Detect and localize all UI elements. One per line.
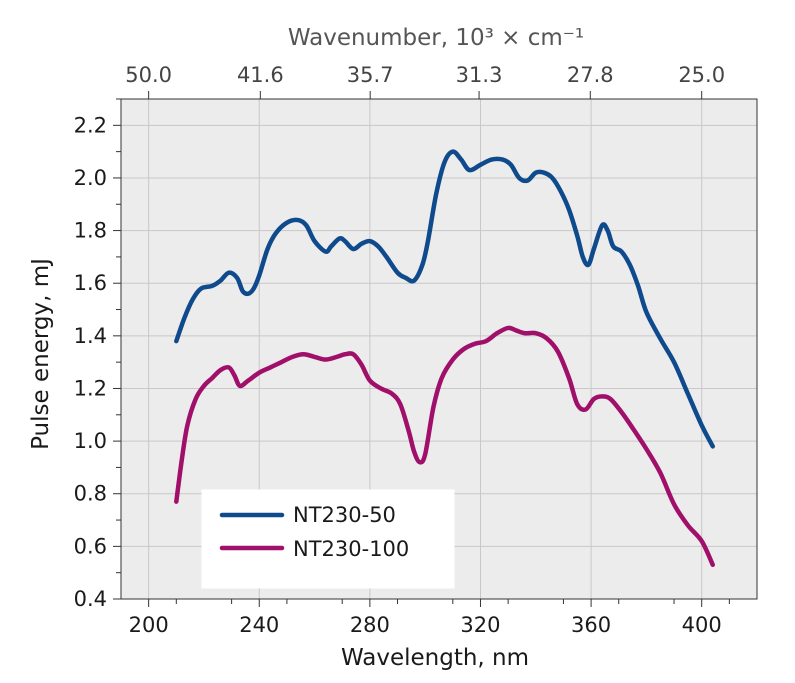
series-line-nt230-50 <box>174 149 716 449</box>
x-tick-label: 200 <box>129 613 169 637</box>
legend-label-nt230-50: NT230-50 <box>293 503 396 527</box>
x-tick-label: 400 <box>682 613 722 637</box>
plot-frame <box>120 98 758 600</box>
y-tick-label: 1.0 <box>74 429 107 453</box>
y-tick-label: 1.8 <box>74 219 107 243</box>
top-tick-label: 35.7 <box>347 63 394 87</box>
top-tick-label: 41.6 <box>237 63 284 87</box>
series-line-nt230-100 <box>174 325 716 568</box>
top-axis-label: Wavenumber, 10³ × cm⁻¹ <box>288 25 584 51</box>
series-layer <box>174 149 716 568</box>
y-tick-label: 0.4 <box>74 587 107 611</box>
y-tick-label: 1.2 <box>74 376 107 400</box>
legend: NT230-50 NT230-100 <box>201 489 455 589</box>
legend-label-nt230-100: NT230-100 <box>293 537 409 561</box>
y-tick-label: 2.2 <box>74 113 107 137</box>
x-tick-label: 320 <box>460 613 500 637</box>
top-tick-label: 50.0 <box>125 63 172 87</box>
y-tick-label: 1.4 <box>74 324 107 348</box>
y-tick-label: 0.8 <box>74 482 107 506</box>
top-tick-label: 27.8 <box>567 63 614 87</box>
y-tick-label: 0.6 <box>74 534 107 558</box>
x-tick-label: 240 <box>239 613 279 637</box>
legend-background <box>201 489 455 589</box>
y-axis-label: Pulse energy, mJ <box>28 258 54 450</box>
x-tick-label: 280 <box>350 613 390 637</box>
x-axis-label: Wavelength, nm <box>341 645 529 671</box>
top-tick-label: 25.0 <box>678 63 725 87</box>
y-tick-label: 1.6 <box>74 271 107 295</box>
y-tick-label: 2.0 <box>74 166 107 190</box>
top-tick-label: 31.3 <box>456 63 503 87</box>
axis-ticks: 200 240 280 320 360 400 0.4 0.6 0.8 1.0 1.2 1.4 1.6 1… <box>74 63 730 637</box>
x-tick-label: 360 <box>571 613 611 637</box>
